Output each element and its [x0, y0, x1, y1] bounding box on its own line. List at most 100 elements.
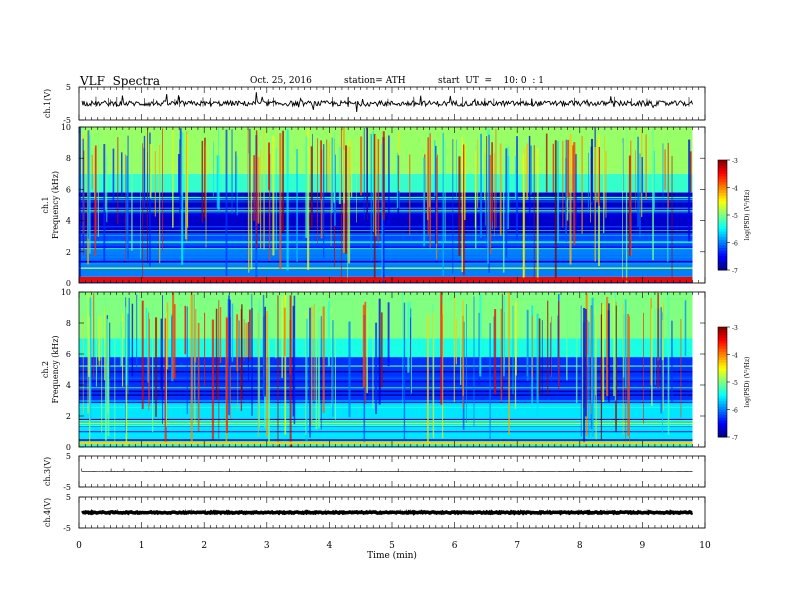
burst — [257, 312, 259, 437]
colorbar-cell — [718, 395, 727, 399]
burst — [625, 127, 628, 283]
x-axis-label: Time (min) — [367, 550, 417, 561]
colorbar-cell — [718, 201, 727, 205]
x-tick-label: 3 — [264, 541, 270, 551]
colorbar-cell — [718, 415, 727, 419]
burst — [241, 304, 243, 400]
colorbar-cell — [718, 215, 727, 219]
burst — [216, 155, 218, 209]
burst — [528, 135, 531, 221]
burst — [453, 297, 455, 403]
burst — [331, 305, 333, 407]
burst — [83, 150, 85, 256]
colorbar-cell — [718, 223, 727, 227]
colorbar-tick-label: -7 — [732, 435, 738, 442]
burst — [614, 292, 616, 401]
colorbar-cell — [718, 259, 727, 263]
burst — [375, 322, 378, 415]
burst — [654, 309, 656, 385]
burst — [622, 143, 623, 280]
burst — [149, 318, 150, 406]
colorbar-cell — [718, 349, 727, 353]
start-ut-label: start UT = 10: 0 : 1 — [438, 76, 544, 86]
y-tick-label: 5 — [66, 83, 71, 92]
burst — [231, 129, 233, 215]
burst — [143, 147, 145, 210]
burst — [279, 133, 282, 270]
colorbar-tick-label: -7 — [732, 268, 738, 275]
y-tick-label: 6 — [66, 350, 71, 359]
burst — [491, 142, 493, 222]
burst — [257, 157, 260, 224]
burst — [473, 296, 475, 426]
burst — [360, 136, 363, 196]
burst — [581, 321, 584, 431]
burst — [181, 131, 184, 265]
burst — [435, 145, 437, 244]
colorbar-tick-label: -4 — [732, 353, 738, 360]
burst — [145, 307, 148, 356]
burst — [305, 318, 308, 441]
burst — [95, 312, 98, 387]
burst — [689, 151, 692, 193]
burst — [162, 295, 163, 424]
burst — [575, 317, 578, 403]
burst — [381, 144, 383, 281]
burst — [179, 128, 182, 211]
burst — [594, 147, 596, 262]
y-tick-label: 5 — [66, 493, 71, 502]
burst — [661, 312, 663, 436]
burst — [186, 134, 189, 228]
burst — [651, 308, 653, 407]
colorbar-cell — [718, 434, 727, 438]
channel-label: ch.1 — [41, 196, 50, 213]
burst — [348, 321, 351, 418]
burst — [501, 293, 503, 397]
burst — [499, 143, 502, 236]
burst — [366, 127, 368, 227]
burst — [154, 151, 156, 217]
burst — [147, 128, 149, 264]
burst — [598, 146, 601, 207]
burst — [248, 309, 251, 360]
colorbar-cell — [718, 406, 727, 410]
burst — [429, 133, 431, 248]
y-tick-label: 10 — [61, 123, 71, 132]
burst — [398, 132, 401, 192]
burst — [557, 140, 559, 242]
colorbar-cell — [718, 368, 727, 372]
burst — [613, 297, 615, 396]
burst — [545, 133, 548, 193]
psd-band — [79, 400, 693, 443]
burst — [136, 294, 138, 368]
burst — [566, 296, 568, 380]
burst — [89, 135, 91, 254]
x-tick-label: 5 — [389, 541, 395, 551]
burst — [514, 156, 517, 200]
burst — [452, 139, 454, 274]
colorbar-tick-label: -5 — [732, 380, 738, 387]
burst — [340, 129, 342, 279]
colorbar-cell — [718, 176, 727, 180]
burst — [660, 307, 662, 414]
x-tick-label: 10 — [699, 541, 711, 551]
burst — [307, 129, 310, 270]
colorbar-label: log(PSD) (V²/Hz) — [744, 190, 751, 241]
burst — [362, 304, 365, 388]
burst — [459, 312, 462, 386]
colorbar-cell — [718, 387, 727, 391]
colorbar-cell — [718, 373, 727, 377]
burst — [594, 315, 595, 408]
colorbar-cell — [718, 332, 727, 336]
burst — [493, 316, 495, 395]
burst — [317, 318, 320, 428]
x-tick-label: 4 — [327, 541, 333, 551]
burst — [466, 304, 467, 423]
burst — [104, 134, 107, 210]
burst — [562, 140, 564, 228]
y-axis-label: ch.1(V) — [43, 89, 52, 118]
burst — [573, 142, 576, 246]
colorbar-tick-label: -5 — [732, 213, 738, 220]
burst — [489, 322, 491, 441]
